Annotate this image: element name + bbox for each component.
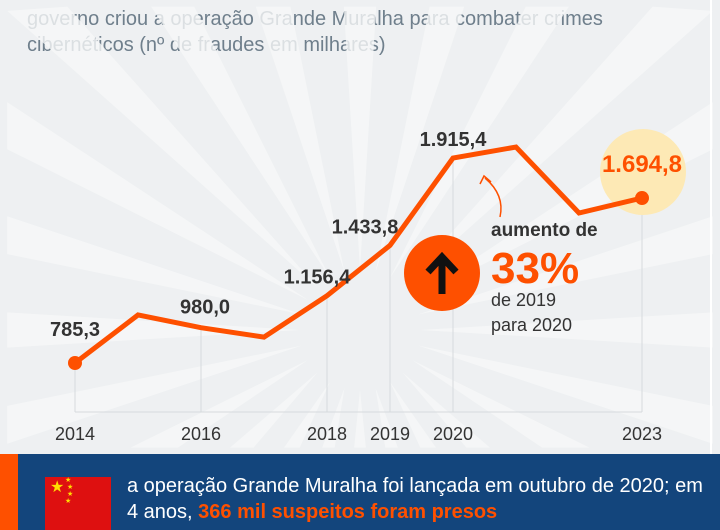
data-label-2019: 1.433,8 — [332, 216, 399, 238]
data-label-2020: 1.915,4 — [420, 129, 488, 151]
sunburst-ray — [284, 381, 330, 448]
sunburst-ray — [7, 345, 303, 444]
arrow-up-icon — [404, 235, 480, 311]
annotation-arrowhead — [479, 174, 492, 185]
sunburst-ray — [402, 6, 713, 288]
sunburst-ray — [390, 6, 569, 279]
china-flag-icon: ★ ★ ★ ★ ★ — [45, 477, 111, 530]
data-point-2023 — [635, 191, 649, 206]
x-tick-2019: 2019 — [370, 424, 410, 444]
sunburst-ray — [354, 390, 366, 448]
sunburst-ray — [151, 6, 330, 279]
sunburst-ray — [255, 6, 345, 273]
sunburst-ray — [7, 312, 300, 348]
footer-highlight: 366 mil suspeitos foram presos — [198, 501, 498, 523]
highlight-circle — [600, 129, 686, 215]
data-label-2023: 1.694,8 — [602, 151, 682, 178]
line-chart: 2014 2016 2018 2019 2020 2023 785,3 980,0 1.156… — [7, 0, 713, 454]
sunburst-ray — [7, 102, 309, 300]
sunburst-ray — [417, 345, 713, 444]
data-point-2014 — [68, 356, 82, 370]
sunburst-ray — [420, 312, 713, 348]
sunburst-ray — [402, 372, 490, 448]
sunburst-ray — [230, 372, 318, 448]
footer — [0, 454, 720, 530]
x-tick-2020: 2020 — [433, 424, 473, 444]
sunburst-ray — [375, 6, 465, 273]
footer-text: a operação Grande Muralha foi lançada em… — [127, 475, 703, 523]
sunburst-ray — [130, 360, 309, 448]
sunburst-ray — [7, 6, 318, 288]
x-tick-2014: 2014 — [55, 424, 95, 444]
sunburst-background — [7, 6, 713, 448]
x-tick-2018: 2018 — [307, 424, 347, 444]
sunburst-ray — [411, 360, 590, 448]
sunburst-ray — [390, 381, 436, 448]
annotation-arrow — [484, 177, 502, 218]
x-tick-2016: 2016 — [181, 424, 221, 444]
annotation-line1: aumento de — [491, 220, 598, 241]
annotation-percent: 33% — [491, 244, 580, 293]
x-tick-2023: 2023 — [622, 424, 662, 444]
data-label-2016: 980,0 — [180, 297, 230, 319]
sunburst-ray — [343, 6, 377, 270]
sunburst-ray — [7, 216, 303, 315]
annotation-line2: de 2019 — [491, 290, 557, 310]
sunburst-ray — [417, 216, 713, 315]
data-label-2014: 785,3 — [50, 319, 100, 341]
data-label-2018: 1.156,4 — [284, 267, 352, 289]
sunburst-ray — [322, 387, 345, 448]
series-line — [73, 144, 643, 365]
sunburst-ray — [375, 387, 398, 448]
annotation-line3: para 2020 — [491, 315, 573, 335]
